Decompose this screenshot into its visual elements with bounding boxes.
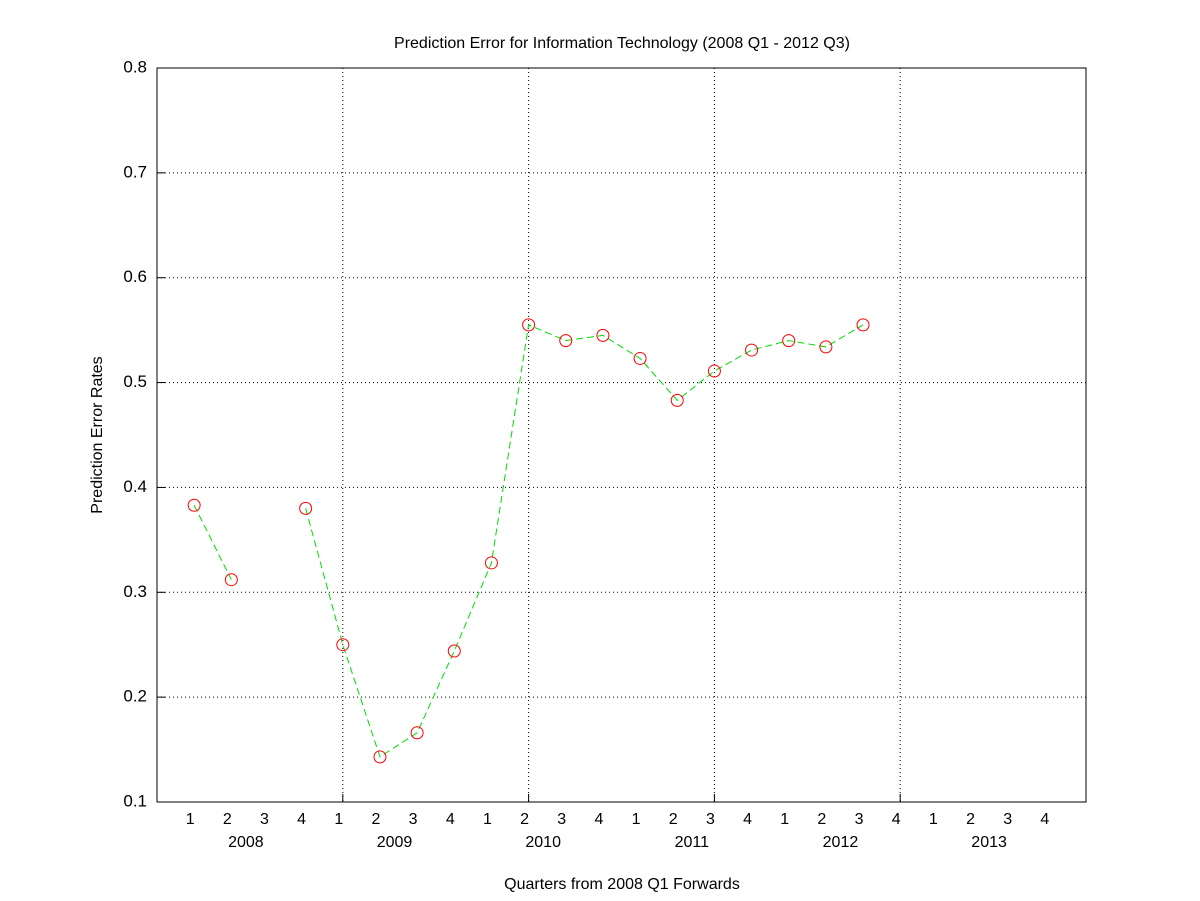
quarter-label: 4 <box>892 811 901 828</box>
marker <box>522 318 536 332</box>
year-label: 2011 <box>675 834 710 851</box>
marker <box>707 364 721 378</box>
y-tick-label: 0.3 <box>123 582 147 601</box>
chart-title: Prediction Error for Information Technol… <box>394 35 850 52</box>
quarter-label: 1 <box>780 811 789 828</box>
quarter-label: 2 <box>372 811 381 828</box>
year-label: 2012 <box>823 834 859 851</box>
y-tick-label: 0.8 <box>123 57 147 76</box>
year-label: 2008 <box>228 834 264 851</box>
marker <box>782 334 796 348</box>
y-tick-label: 0.1 <box>123 791 147 810</box>
year-label: 2010 <box>525 834 561 851</box>
quarter-label: 2 <box>520 811 529 828</box>
quarter-label: 2 <box>966 811 975 828</box>
marker <box>299 501 313 515</box>
marker <box>819 340 833 354</box>
marker <box>670 393 684 407</box>
quarter-label: 4 <box>446 811 455 828</box>
quarter-label: 3 <box>855 811 864 828</box>
marker <box>484 556 498 570</box>
quarter-label: 3 <box>409 811 418 828</box>
marker <box>596 328 610 342</box>
marker <box>745 343 759 357</box>
quarter-label: 1 <box>632 811 641 828</box>
marker <box>447 644 461 658</box>
quarter-label: 1 <box>929 811 938 828</box>
quarter-label: 2 <box>223 811 232 828</box>
marker <box>559 334 573 348</box>
marker <box>410 726 424 740</box>
y-tick-label: 0.2 <box>123 687 147 706</box>
marker <box>856 318 870 332</box>
quarter-label: 3 <box>557 811 566 828</box>
quarter-label: 1 <box>334 811 343 828</box>
marker <box>336 638 350 652</box>
year-label: 2009 <box>377 834 413 851</box>
quarter-label: 2 <box>817 811 826 828</box>
y-tick-label: 0.5 <box>123 372 147 391</box>
quarter-label: 3 <box>706 811 715 828</box>
y-tick-label: 0.4 <box>123 477 147 496</box>
quarter-label: 1 <box>483 811 492 828</box>
line <box>305 324 864 758</box>
line <box>193 505 232 580</box>
quarter-label: 2 <box>669 811 678 828</box>
marker <box>224 573 238 587</box>
quarter-label: 4 <box>594 811 603 828</box>
quarter-label: 3 <box>260 811 269 828</box>
quarter-label: 1 <box>186 811 195 828</box>
marker <box>187 498 201 512</box>
quarter-label: 4 <box>1040 811 1049 828</box>
y-tick-label: 0.7 <box>123 162 147 181</box>
year-label: 2013 <box>971 834 1007 851</box>
quarter-label: 4 <box>297 811 306 828</box>
marker <box>373 750 387 764</box>
y-tick-label: 0.6 <box>123 267 147 286</box>
quarter-label: 4 <box>743 811 752 828</box>
quarter-label: 3 <box>1003 811 1012 828</box>
plot-frame <box>156 67 1087 803</box>
marker <box>633 351 647 365</box>
x-axis-label: Quarters from 2008 Q1 Forwards <box>504 876 740 893</box>
y-axis-label: Prediction Error Rates <box>89 356 106 513</box>
